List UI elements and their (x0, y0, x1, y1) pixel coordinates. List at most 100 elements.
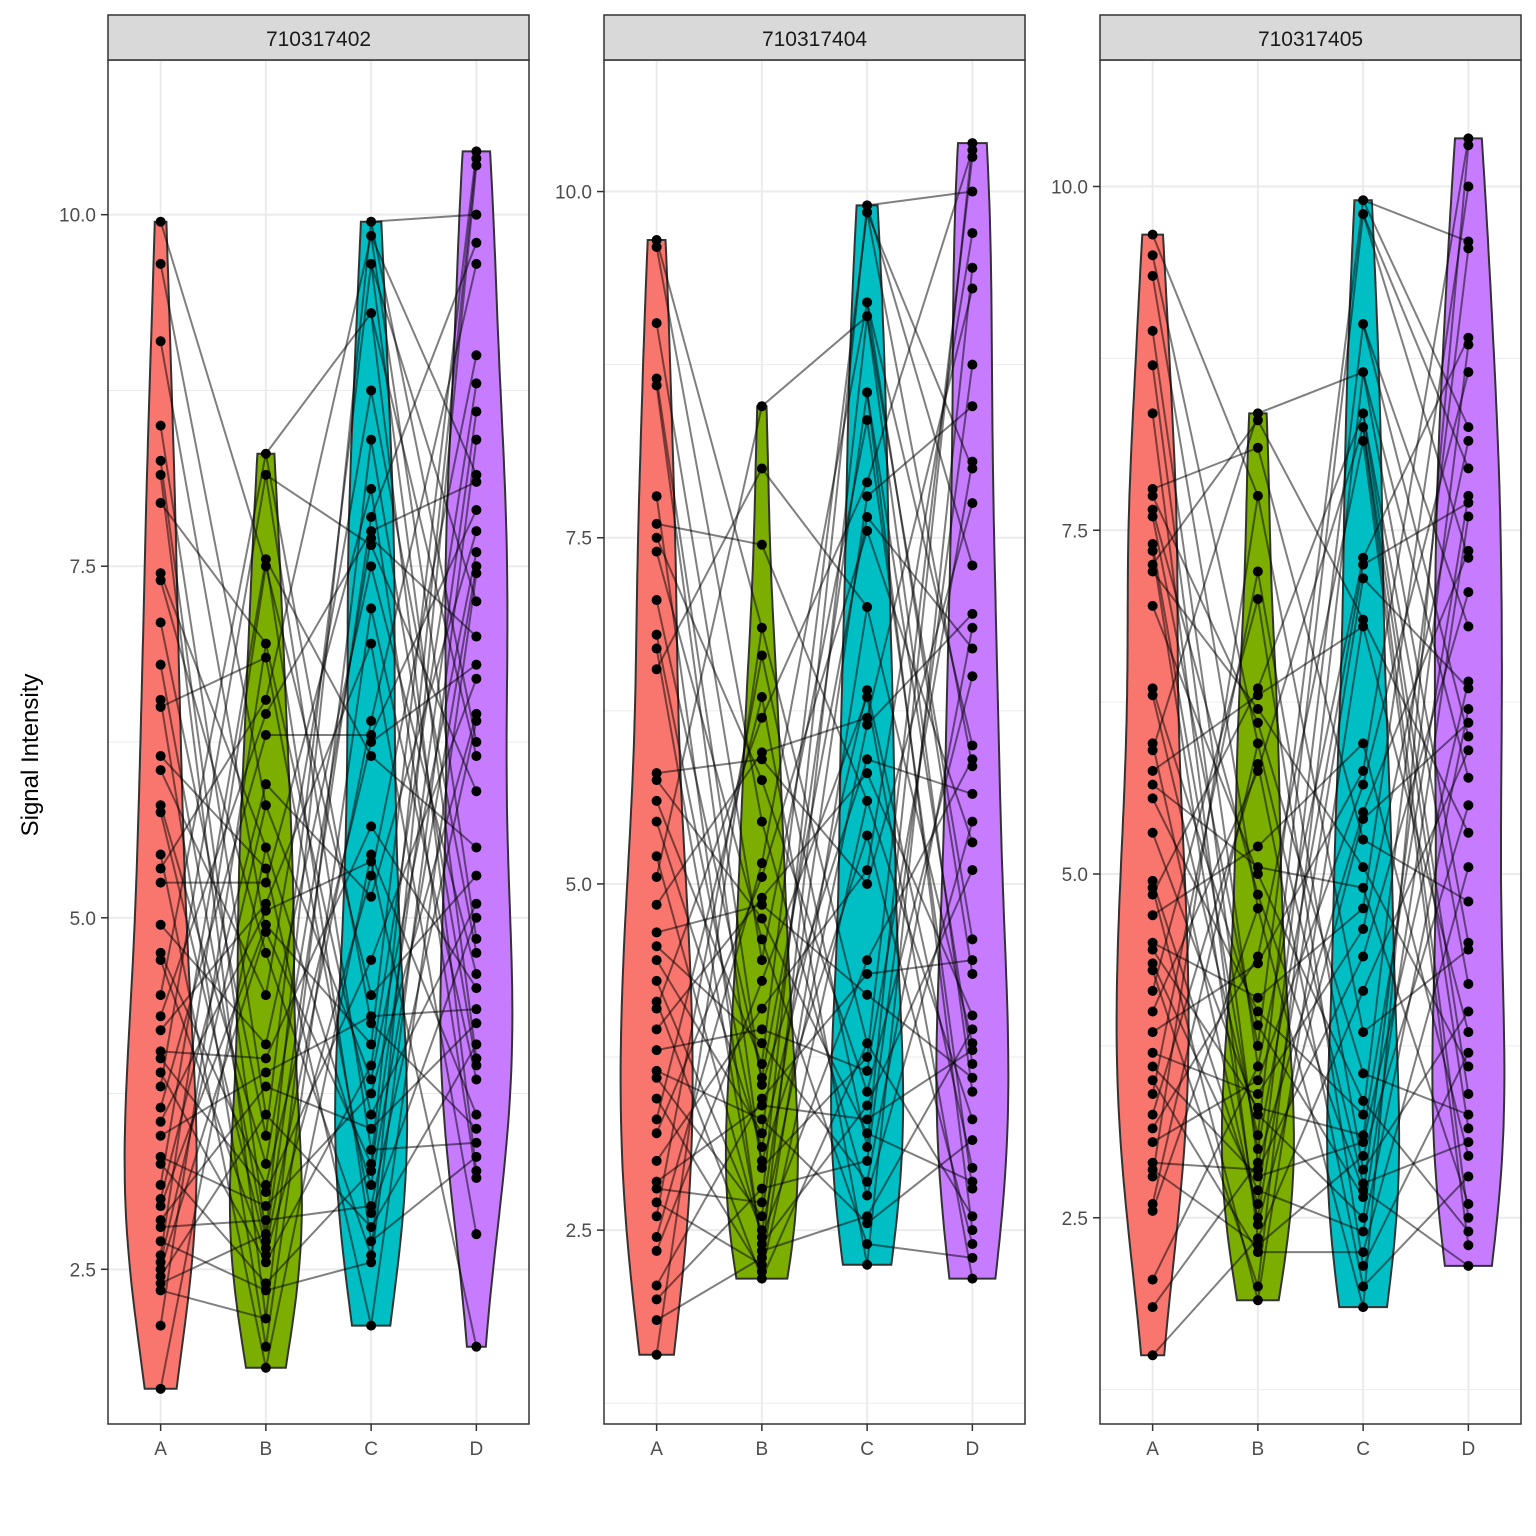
pair-line (655, 551, 763, 940)
data-point-D (1463, 1061, 1474, 1072)
data-point-B (260, 905, 271, 916)
data-point-D (471, 1053, 482, 1064)
data-point-D (471, 631, 482, 642)
data-point-A (1147, 1199, 1158, 1209)
pair-line (656, 758, 763, 775)
data-point-D (1463, 490, 1474, 501)
data-point-C (366, 751, 377, 762)
data-point-D (1463, 1171, 1474, 1182)
pair-line (655, 696, 763, 1120)
data-point-D (967, 608, 978, 619)
pair-line (370, 165, 478, 1256)
x-tick-label: A (1146, 1439, 1159, 1460)
data-point-C (366, 1039, 377, 1050)
pair-line (1151, 365, 1259, 1163)
data-point-C (862, 795, 873, 806)
pair-line (655, 627, 763, 1355)
data-point-A (155, 497, 166, 508)
data-point-C (1358, 1247, 1369, 1258)
data-point-C (862, 525, 873, 536)
data-point-B (260, 1313, 271, 1324)
data-point-C (366, 561, 377, 572)
data-point-C (1358, 422, 1369, 433)
data-point-B (1252, 717, 1263, 728)
pair-line (265, 530, 372, 715)
pair-line (1151, 949, 1259, 1109)
data-point-A (1147, 1089, 1158, 1099)
data-point-A (1147, 944, 1158, 955)
data-point-C (862, 1100, 873, 1111)
x-tick-label: C (1356, 1439, 1370, 1460)
pair-line (1362, 866, 1470, 1253)
data-point-A (651, 1245, 662, 1256)
data-point-A (1147, 1205, 1158, 1216)
pair-line (371, 1141, 477, 1151)
data-point-C (1358, 573, 1369, 584)
data-point-D (471, 1341, 482, 1352)
data-point-B (260, 1278, 271, 1289)
data-point-C (1358, 1192, 1369, 1203)
pair-line (1256, 413, 1365, 689)
data-point-C (1358, 765, 1369, 776)
data-point-D (967, 228, 978, 239)
data-point-C (1358, 862, 1369, 873)
pair-line (1256, 578, 1365, 1218)
data-point-B (1252, 738, 1263, 749)
pair-line (866, 1042, 974, 1217)
data-point-C (366, 1201, 377, 1212)
data-point-A (1147, 539, 1158, 549)
y-tick-label: 5.0 (1062, 865, 1088, 886)
data-point-D (1463, 587, 1474, 598)
pair-line (159, 713, 267, 1017)
data-point-A (1147, 504, 1158, 515)
pair-line (370, 383, 478, 1066)
pair-line (1256, 419, 1365, 621)
data-point-B (1252, 566, 1263, 577)
data-point-B (756, 691, 767, 702)
data-point-A (1147, 484, 1158, 494)
data-point-A (651, 1315, 662, 1326)
data-point-C (366, 1109, 377, 1120)
pair-line (866, 392, 974, 1065)
data-point-B (260, 1236, 271, 1247)
pair-line (1257, 1155, 1364, 1247)
data-point-B (1252, 1219, 1263, 1230)
pair-line (760, 1042, 869, 1280)
data-point-D (1463, 731, 1474, 742)
pair-line (866, 606, 974, 1044)
data-point-C (366, 1074, 377, 1085)
data-point-D (967, 816, 978, 827)
data-point-A (155, 1278, 166, 1289)
data-point-D (471, 1229, 482, 1240)
pair-line (265, 783, 372, 898)
data-point-C (1358, 367, 1369, 378)
data-point-D (1463, 1137, 1474, 1148)
pair-line (760, 689, 869, 1148)
pair-line (655, 599, 763, 1079)
pair-line (1152, 1168, 1259, 1247)
data-point-D (967, 837, 978, 848)
pair-line (1362, 708, 1470, 1232)
data-point-A (651, 664, 662, 675)
pair-line (370, 411, 478, 1172)
data-point-A (1147, 745, 1158, 756)
pair-line (1256, 784, 1365, 1081)
data-point-B (1252, 1109, 1263, 1120)
data-point-C (1358, 814, 1369, 824)
data-point-A (651, 518, 662, 529)
data-point-C (366, 1018, 377, 1029)
data-point-B (260, 1201, 271, 1212)
data-point-C (1358, 1027, 1369, 1038)
data-point-B (1252, 594, 1263, 604)
pair-line (656, 1104, 763, 1183)
data-point-D (1463, 181, 1474, 192)
data-point-C (862, 719, 873, 730)
data-point-A (651, 532, 662, 543)
data-point-D (967, 1072, 978, 1083)
data-point-B (756, 1155, 767, 1166)
x-tick-label: B (1252, 1439, 1265, 1460)
data-point-A (155, 1102, 166, 1113)
data-point-C (366, 385, 377, 396)
pair-line (1151, 419, 1259, 566)
data-point-A (155, 1151, 166, 1162)
